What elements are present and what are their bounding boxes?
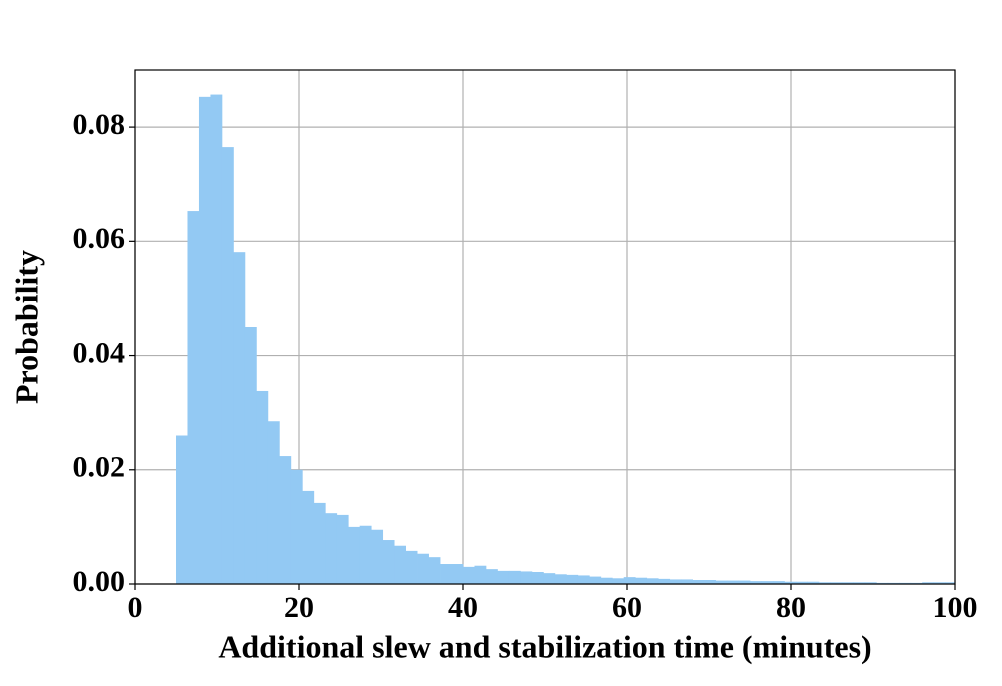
histogram-bar	[772, 581, 785, 584]
histogram-bar	[497, 570, 510, 584]
histogram-bar	[818, 582, 831, 584]
histogram-bar	[256, 390, 269, 584]
histogram-bar	[646, 578, 659, 584]
histogram-bar	[210, 94, 223, 584]
y-tick-label: 0.08	[73, 108, 126, 141]
y-tick-label: 0.06	[73, 222, 126, 255]
histogram-bar	[279, 456, 292, 584]
histogram-bar	[520, 571, 533, 584]
histogram-bar	[623, 577, 636, 584]
x-axis-label: Additional slew and stabilization time (…	[218, 628, 871, 664]
y-tick-label: 0.02	[73, 451, 126, 484]
histogram-bar	[738, 580, 751, 584]
histogram-bar	[600, 577, 613, 584]
histogram-bar	[198, 96, 211, 584]
histogram-bar	[244, 327, 257, 584]
plot-frame	[134, 69, 956, 585]
histogram-bar	[302, 490, 315, 584]
histogram-bar	[474, 565, 487, 584]
histogram-bar	[727, 580, 739, 584]
x-tick-label: 40	[448, 591, 478, 624]
histogram-bar	[417, 553, 429, 584]
histogram-bar	[543, 573, 556, 584]
histogram-bar	[336, 514, 349, 584]
y-tick-label: 0.00	[73, 565, 126, 598]
histogram-bar	[577, 575, 590, 584]
x-tick-label: 60	[612, 591, 642, 624]
histogram-bar	[267, 421, 280, 584]
histogram-bar	[566, 574, 579, 584]
histogram-bar	[612, 578, 625, 584]
y-tick-label: 0.04	[73, 336, 126, 369]
histogram-bar	[841, 582, 854, 584]
histogram-bar	[922, 582, 935, 584]
histogram-bar	[589, 576, 602, 584]
histogram-bar	[233, 252, 246, 584]
x-tick-label: 80	[776, 591, 806, 624]
histogram-bar	[554, 574, 567, 584]
histogram-bar	[176, 435, 188, 584]
histogram-bar	[382, 540, 395, 584]
histogram-bar	[325, 513, 338, 584]
histogram-bar	[692, 580, 705, 584]
histogram-bar	[348, 526, 361, 584]
histogram-bar	[933, 582, 946, 584]
histogram-bar	[715, 580, 728, 584]
histogram-bar	[187, 211, 200, 584]
x-tick-label: 100	[933, 591, 978, 624]
histogram-bar	[428, 557, 441, 584]
y-axis-label: Probability	[8, 250, 44, 404]
histogram-bar	[795, 581, 808, 584]
bars	[176, 94, 955, 584]
histogram-bar	[221, 147, 234, 584]
histogram-bar	[463, 566, 475, 584]
histogram-bar	[440, 564, 452, 584]
histogram-bar	[290, 469, 303, 584]
histogram-bar	[681, 579, 693, 584]
histogram-bar	[864, 582, 877, 584]
histogram-bar	[658, 578, 671, 584]
histogram-bar	[531, 572, 544, 584]
histogram-bar	[371, 529, 384, 584]
histogram-bar	[945, 582, 955, 584]
histogram-bar	[784, 581, 797, 584]
histogram-bar	[807, 581, 820, 584]
histogram-bar	[830, 582, 843, 584]
histogram-bar	[485, 569, 498, 584]
histogram-bar	[750, 581, 762, 584]
histogram-bar	[853, 582, 866, 584]
histogram-bar	[704, 580, 716, 584]
histogram-bar	[451, 564, 464, 584]
histogram-bar	[508, 570, 521, 584]
ticks: 0.00 0.02 0.04 0.06 0.08 0 20 40 60 80 100	[73, 108, 978, 624]
x-tick-label: 0	[128, 591, 143, 624]
histogram-bar	[405, 550, 418, 584]
histogram-bar	[761, 581, 774, 584]
histogram-bar	[394, 545, 406, 584]
histogram-bar	[313, 502, 326, 584]
x-tick-label: 20	[284, 591, 314, 624]
histogram-bar	[635, 577, 648, 584]
histogram-bar	[359, 525, 372, 584]
histogram-bar	[669, 579, 682, 584]
